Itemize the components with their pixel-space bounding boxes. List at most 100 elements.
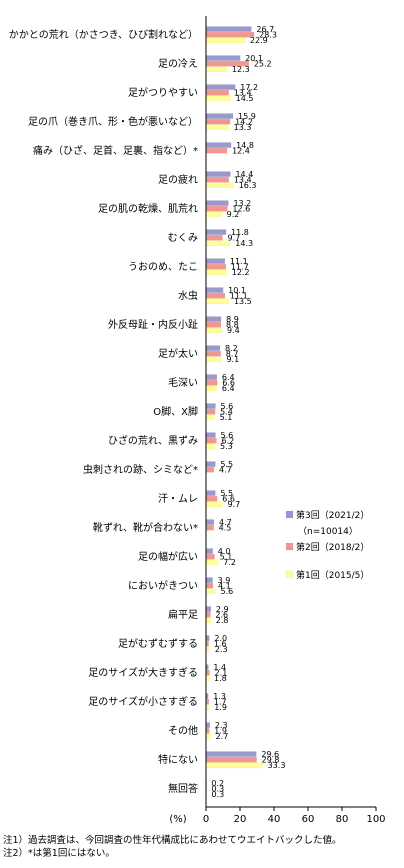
value-label: 11.1 [230, 292, 248, 301]
category-label: 毛深い [168, 377, 198, 389]
value-label: 6.4 [222, 384, 235, 393]
value-label: 13.3 [234, 123, 252, 132]
bar-series-1 [205, 374, 218, 380]
bar-series-2 [205, 582, 214, 589]
bar-series-2 [205, 118, 231, 125]
bar-series-1 [205, 345, 221, 351]
bar-series-1 [205, 200, 229, 206]
category-label: 靴ずれ、靴が合わない* [93, 521, 198, 534]
bar-series-2 [205, 524, 214, 531]
value-label: 9.7 [227, 234, 240, 243]
category-label: 足がつりやすい [128, 86, 198, 99]
footnote-2: 注2）*は第1回にはない。 [3, 848, 115, 859]
bar-series-1 [205, 171, 231, 177]
x-tick-label: 100 [366, 814, 385, 825]
value-label: 1.3 [213, 692, 226, 701]
value-label: 1.7 [214, 698, 227, 707]
bar-series-1 [205, 142, 232, 148]
bar-series-1 [205, 229, 227, 235]
bar-series-3 [205, 356, 222, 363]
bar-series-1 [205, 606, 212, 612]
value-label: 5.1 [220, 553, 233, 562]
bar-series-2 [205, 205, 228, 212]
bar-series-1 [205, 26, 252, 32]
value-label: 11.7 [231, 263, 249, 272]
category-label: 足の疲れ [158, 173, 198, 186]
bar-series-3 [205, 501, 223, 508]
bar-series-1 [205, 55, 241, 61]
bar-series-2 [205, 350, 221, 357]
value-label: 9.2 [227, 210, 240, 219]
value-label: 7.2 [223, 558, 236, 567]
category-label: 足の幅が広い [138, 550, 198, 563]
x-tick-label: 20 [234, 814, 247, 825]
value-label: 3.9 [218, 576, 231, 585]
value-label: 25.2 [254, 60, 272, 69]
value-label: 6.4 [222, 373, 235, 382]
value-label: 5.5 [220, 489, 233, 498]
bar-series-3 [205, 211, 222, 218]
value-label: 4.1 [218, 582, 231, 591]
value-label: 14.3 [235, 239, 253, 248]
value-label: 13.4 [234, 89, 252, 98]
bar-series-3 [205, 240, 231, 247]
bar-series-3 [205, 182, 234, 189]
category-label: 足の爪（巻き爪、形・色が悪いなど） [28, 115, 198, 128]
value-label: 17.2 [240, 83, 258, 92]
value-label: 0.3 [212, 790, 225, 799]
value-label: 14.2 [235, 118, 253, 127]
value-label: 12.6 [232, 205, 250, 214]
legend-entry: 第3回（2021/2） [296, 509, 369, 521]
value-label: 1.9 [214, 703, 227, 712]
bar-series-1 [205, 519, 215, 525]
category-label: 足がむずむずする [118, 637, 198, 650]
bar-series-2 [205, 147, 228, 154]
legend-swatch [285, 510, 294, 519]
bar-series-3 [205, 66, 228, 73]
value-label: 4.7 [219, 518, 232, 527]
value-label: 2.8 [216, 616, 229, 625]
value-label: 8.8 [226, 321, 239, 330]
value-label: 33.3 [268, 761, 286, 770]
bar-series-1 [205, 635, 210, 641]
value-label: 26.7 [256, 25, 274, 34]
bar-series-2 [205, 176, 229, 183]
value-label: 13.5 [234, 297, 252, 306]
x-tick-label: 40 [268, 814, 281, 825]
bar-series-1 [205, 316, 222, 322]
value-label: 12.3 [232, 65, 250, 74]
bar-series-1 [205, 113, 234, 119]
bar-series-3 [205, 269, 227, 276]
bar-series-3 [205, 559, 219, 566]
bar-series-2 [205, 756, 257, 763]
legend-entry: 第2回（2018/2） [296, 541, 369, 553]
category-label: 痛み（ひざ、足首、足裏、指など）* [33, 144, 198, 157]
category-label: むくみ [168, 232, 198, 244]
value-label: 8.9 [226, 315, 239, 324]
bar-series-2 [205, 408, 216, 415]
bar-series-1 [205, 403, 216, 409]
value-label: 22.9 [250, 36, 268, 45]
bar-series-2 [205, 89, 229, 96]
category-label: 足が太い [158, 347, 198, 360]
value-label: 20.1 [245, 54, 263, 63]
bar-series-1 [205, 461, 216, 467]
bar-series-3 [205, 646, 211, 653]
bar-series-3 [205, 124, 229, 131]
value-label: 28.3 [259, 31, 277, 40]
value-label: 8.7 [226, 350, 239, 359]
value-label: 29.6 [261, 750, 279, 759]
legend-entry: 第1回（2015/5） [296, 569, 369, 581]
value-label: 14.4 [235, 170, 253, 179]
value-label: 0.2 [211, 779, 224, 788]
value-label: 5.3 [220, 442, 233, 451]
category-label: うおのめ、たこ [128, 261, 198, 273]
bar-series-2 [205, 611, 211, 618]
bar-series-1 [205, 577, 213, 583]
bar-series-2 [205, 553, 215, 560]
bar-series-2 [205, 321, 222, 328]
category-label: 足のサイズが小さすぎる [88, 695, 198, 708]
bar-series-3 [205, 327, 223, 334]
value-label: 2.9 [216, 605, 229, 614]
bar-series-2 [205, 379, 218, 386]
